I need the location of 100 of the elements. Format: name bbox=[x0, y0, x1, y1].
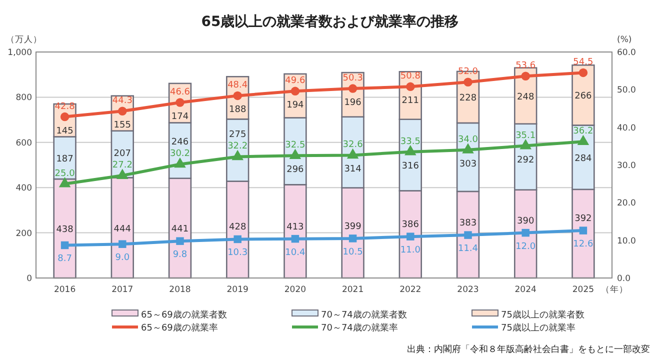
point bbox=[462, 143, 474, 154]
data-label: 246 bbox=[171, 138, 189, 148]
chart-title: 65歳以上の就業者数および就業率の推移 bbox=[201, 13, 459, 30]
point bbox=[578, 68, 588, 78]
point bbox=[176, 98, 184, 107]
point bbox=[233, 91, 242, 100]
data-label: 428 bbox=[229, 222, 246, 233]
point bbox=[289, 148, 302, 159]
data-label: 155 bbox=[114, 120, 131, 131]
point bbox=[232, 150, 244, 160]
data-label: 8.7 bbox=[58, 254, 72, 264]
data-label: 44.3 bbox=[112, 96, 132, 106]
data-label: 228 bbox=[459, 94, 477, 104]
data-label: 10.3 bbox=[228, 248, 248, 258]
y2-tick-label: 50.0 bbox=[617, 86, 636, 96]
data-label: 50.3 bbox=[342, 74, 363, 84]
y-tick-label: 600 bbox=[16, 138, 32, 148]
data-label: 12.6 bbox=[573, 240, 594, 250]
point bbox=[116, 168, 128, 179]
data-label: 399 bbox=[344, 222, 362, 232]
x-tick-label: 2019 bbox=[226, 285, 248, 295]
legend-label: 70～74歳の就業者数 bbox=[321, 310, 407, 320]
y2-tick-label: 0.0 bbox=[617, 274, 631, 284]
data-label: 284 bbox=[574, 154, 592, 164]
point bbox=[464, 231, 472, 239]
data-label: 50.8 bbox=[400, 72, 421, 82]
data-label: 36.2 bbox=[573, 126, 594, 137]
legend-label: 70～74歳の就業率 bbox=[321, 322, 398, 334]
y-tick-label: 200 bbox=[16, 228, 32, 239]
data-label: 413 bbox=[286, 222, 304, 232]
legend-label: 65～69歳の就業率 bbox=[141, 322, 218, 334]
x-tick-label: 2018 bbox=[169, 285, 191, 295]
data-label: 194 bbox=[286, 100, 304, 111]
data-label: 211 bbox=[402, 96, 419, 106]
data-label: 196 bbox=[344, 98, 362, 108]
y-tick-label: 0 bbox=[26, 274, 32, 284]
data-label: 30.2 bbox=[170, 149, 190, 160]
legend-label: 65～69歳の就業者数 bbox=[141, 310, 227, 320]
data-label: 292 bbox=[517, 155, 534, 166]
point bbox=[348, 234, 357, 242]
data-label: 145 bbox=[56, 126, 74, 136]
point bbox=[60, 241, 69, 250]
point bbox=[521, 72, 530, 80]
x-tick-label: 2021 bbox=[342, 285, 364, 295]
point bbox=[290, 86, 300, 96]
data-label: 296 bbox=[286, 165, 304, 176]
point bbox=[577, 134, 590, 146]
data-label: 35.1 bbox=[516, 130, 536, 141]
data-label: 441 bbox=[171, 224, 189, 235]
y2-tick-label: 30.0 bbox=[617, 161, 636, 171]
x-tick-label: 2016 bbox=[54, 285, 76, 295]
point bbox=[176, 237, 184, 245]
point bbox=[118, 240, 126, 248]
data-label: 187 bbox=[56, 154, 74, 164]
point bbox=[404, 145, 416, 156]
legend-label: 75歳以上の就業率 bbox=[501, 322, 576, 334]
x-tick-label: 2022 bbox=[400, 285, 422, 295]
data-label: 444 bbox=[114, 224, 132, 234]
point bbox=[406, 232, 414, 240]
y-tick-label: 800 bbox=[16, 93, 32, 104]
y-tick-label: 400 bbox=[16, 184, 32, 194]
data-label: 10.5 bbox=[342, 247, 363, 258]
y2-tick-label: 20.0 bbox=[617, 198, 636, 209]
point bbox=[520, 138, 532, 150]
data-label: 42.8 bbox=[54, 102, 76, 112]
data-label: 48.4 bbox=[228, 80, 248, 91]
data-label: 386 bbox=[402, 220, 420, 230]
data-label: 207 bbox=[114, 149, 131, 160]
data-label: 32.2 bbox=[228, 142, 248, 152]
y2-axis-title: (%) bbox=[617, 35, 632, 45]
legend-label: 75歳以上の就業者数 bbox=[501, 310, 584, 320]
data-label: 32.6 bbox=[342, 140, 364, 150]
data-label: 10.4 bbox=[285, 248, 306, 258]
data-label: 11.4 bbox=[458, 244, 478, 254]
data-label: 9.0 bbox=[115, 253, 130, 264]
data-label: 266 bbox=[574, 92, 592, 102]
y-tick-label: 1,000 bbox=[8, 48, 32, 58]
point bbox=[406, 82, 415, 92]
y2-tick-label: 60.0 bbox=[617, 48, 636, 58]
data-label: 11.0 bbox=[400, 246, 421, 256]
point bbox=[291, 234, 300, 243]
point bbox=[234, 235, 242, 244]
data-label: 383 bbox=[459, 218, 477, 229]
point bbox=[346, 148, 359, 159]
data-label: 438 bbox=[56, 225, 74, 236]
x-tick-label: 2024 bbox=[514, 285, 536, 295]
data-label: 390 bbox=[517, 216, 534, 226]
point bbox=[579, 226, 588, 234]
y2-tick-label: 40.0 bbox=[617, 123, 636, 134]
point bbox=[174, 157, 186, 168]
data-label: 33.5 bbox=[400, 136, 420, 147]
y-axis-title: （万人） bbox=[6, 34, 42, 45]
data-label: 275 bbox=[229, 130, 246, 140]
data-label: 303 bbox=[459, 159, 477, 170]
source-note: 出典：内閣府「令和８年版高齢社会白書」をもとに一部改変 bbox=[407, 344, 650, 355]
data-label: 248 bbox=[517, 92, 534, 102]
x-axis-title: （年） bbox=[601, 284, 628, 295]
x-tick-label: 2020 bbox=[284, 285, 306, 295]
data-label: 46.6 bbox=[170, 87, 190, 98]
point bbox=[522, 228, 530, 237]
